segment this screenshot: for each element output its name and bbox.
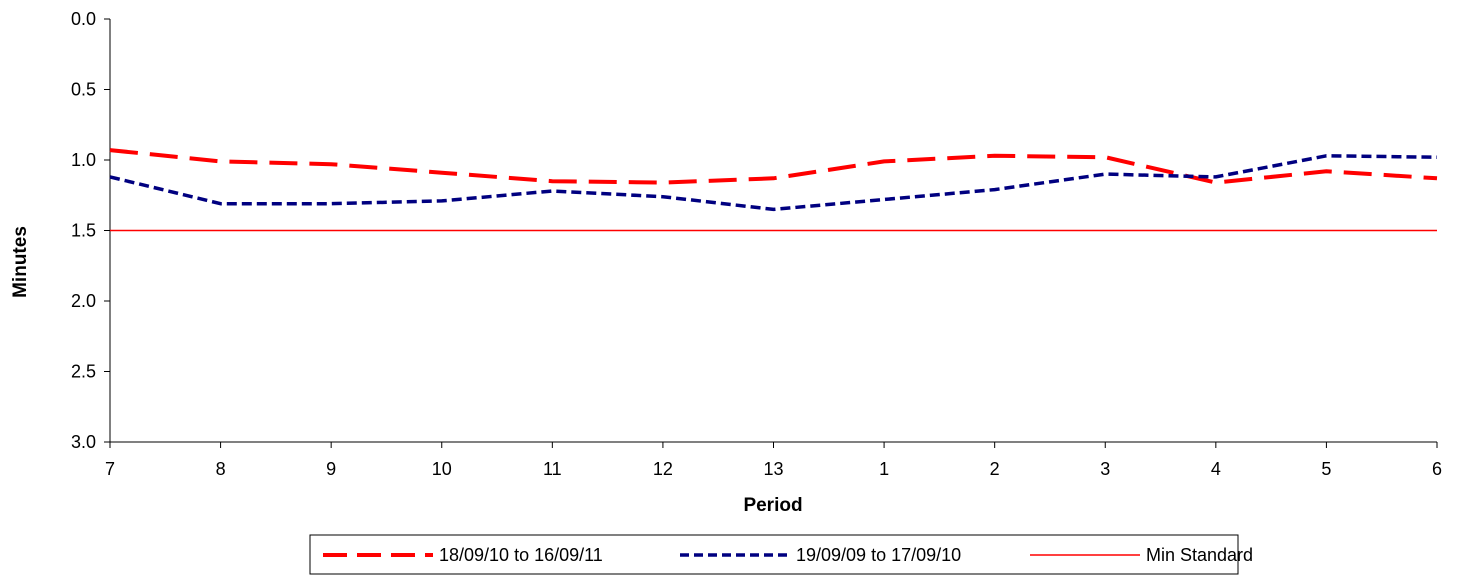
y-tick-label: 3.0 — [71, 432, 96, 452]
series-layer — [109, 148, 1438, 232]
y-tick-label: 1.0 — [71, 150, 96, 170]
x-axis-title: Period — [743, 495, 802, 516]
y-tick-label: 2.5 — [71, 362, 96, 382]
legend-label-0: 18/09/10 to 16/09/11 — [439, 545, 603, 565]
x-tick-label: 1 — [879, 459, 889, 479]
x-tick-label: 6 — [1432, 459, 1442, 479]
y-tick-label: 0.0 — [71, 9, 96, 29]
x-tick-label: 11 — [543, 459, 562, 479]
x-axis-ticks: 7 8 9 10 11 12 13 1 2 3 4 5 6 — [105, 442, 1442, 479]
legend-label-2: Min Standard — [1146, 545, 1253, 565]
legend: 18/09/10 to 16/09/11 19/09/09 to 17/09/10… — [309, 534, 1253, 575]
x-tick-label: 8 — [216, 459, 226, 479]
series-line-0 — [109, 148, 1438, 185]
x-tick-label: 9 — [326, 459, 336, 479]
y-axis-ticks: 0.0 0.5 1.0 1.5 2.0 2.5 3.0 — [71, 9, 110, 452]
x-tick-label: 10 — [432, 459, 452, 479]
x-tick-label: 5 — [1321, 459, 1331, 479]
y-tick-label: 2.0 — [71, 291, 96, 311]
x-tick-label: 13 — [763, 459, 783, 479]
x-tick-label: 7 — [105, 459, 115, 479]
x-tick-label: 4 — [1211, 459, 1221, 479]
y-tick-label: 0.5 — [71, 80, 96, 100]
x-tick-label: 12 — [653, 459, 673, 479]
y-tick-label: 1.5 — [71, 221, 96, 241]
x-tick-label: 2 — [990, 459, 1000, 479]
y-axis-title: Minutes — [10, 226, 31, 298]
legend-label-1: 19/09/09 to 17/09/10 — [796, 545, 961, 565]
x-tick-label: 3 — [1100, 459, 1110, 479]
series-line-1 — [109, 154, 1438, 212]
